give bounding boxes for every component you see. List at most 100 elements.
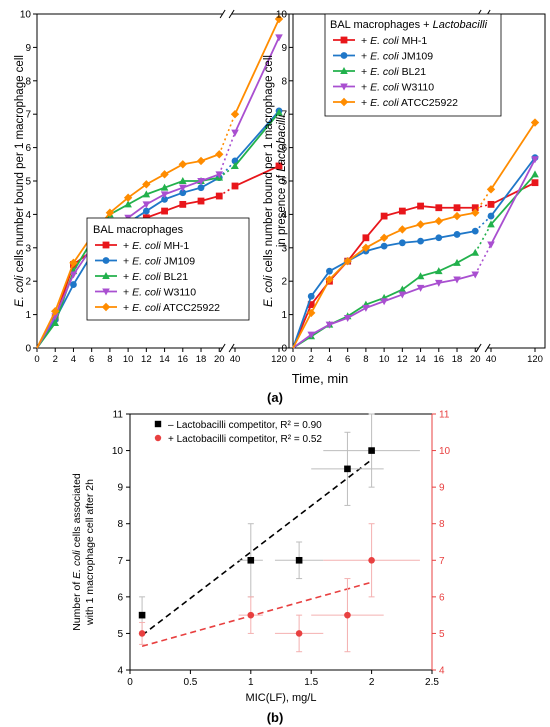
data-point — [434, 267, 443, 275]
data-point — [531, 170, 539, 178]
x-tick-label: 1 — [248, 677, 254, 688]
data-point — [138, 630, 146, 637]
x-tick-label: 40 — [486, 354, 497, 365]
data-point — [379, 233, 389, 242]
data-point — [247, 556, 255, 564]
panel-a-caption: (a) — [267, 390, 283, 405]
data-point — [487, 241, 495, 249]
data-point — [471, 208, 480, 217]
data-point — [434, 216, 443, 226]
data-point — [398, 207, 406, 215]
y-tick-label: 7 — [281, 110, 287, 121]
y-tick-label: 11 — [113, 410, 124, 421]
data-point — [178, 160, 187, 169]
y-tick-label: 3 — [281, 243, 287, 254]
y-tick-label: 4 — [117, 666, 123, 677]
y-axis-label-line-2: with 1 macrophage cell after 2h — [84, 479, 96, 626]
data-point — [160, 191, 169, 199]
x-tick-label: 14 — [415, 354, 426, 365]
data-point — [178, 177, 187, 184]
x-tick-label: 10 — [379, 354, 390, 365]
data-point — [452, 211, 462, 221]
data-point — [231, 182, 239, 190]
data-point — [179, 200, 187, 208]
legend-label: + E. coli W3110 — [123, 287, 196, 299]
data-point — [51, 307, 60, 316]
legend-label: + E. coli W3110 — [361, 82, 434, 94]
data-point — [247, 611, 255, 619]
y-tick-label: 1 — [281, 310, 287, 321]
legend-label: + Lactobacilli competitor, R² = 0.52 — [168, 434, 322, 445]
y-tick-label: 7 — [117, 556, 123, 567]
data-point — [138, 611, 146, 619]
y-tick-label: 6 — [117, 592, 123, 603]
x-tick-label: 2 — [309, 354, 314, 365]
x-tick-label: 20 — [470, 354, 481, 365]
axis-break-mark — [228, 9, 235, 19]
data-point — [487, 212, 495, 220]
data-point — [142, 180, 151, 189]
data-point — [471, 248, 480, 256]
x-tick-label: 6 — [89, 354, 94, 365]
data-point — [398, 285, 407, 293]
data-point — [230, 110, 240, 119]
x-tick-label: 14 — [159, 354, 170, 365]
data-point — [471, 271, 480, 279]
x-tick-label: 4 — [71, 354, 76, 365]
data-point — [197, 184, 205, 192]
series-line — [234, 165, 280, 187]
data-point — [530, 118, 540, 127]
data-point — [196, 156, 206, 166]
right-y-tick-label: 8 — [439, 519, 445, 530]
data-point — [435, 234, 443, 242]
panel-b-chart: 4 5 6 7 8 9 10 11 4 5 6 7 8 9 10 11 0 0.5 1 1.5 2 2.5 MIC(LF),… — [71, 410, 451, 705]
data-point — [142, 207, 150, 215]
y-tick-label: 0 — [25, 344, 31, 355]
data-point — [307, 331, 316, 339]
x-tick-label: 120 — [527, 354, 543, 365]
y-tick-label: 9 — [281, 43, 287, 54]
data-point — [105, 208, 115, 217]
trend-line — [141, 459, 373, 636]
y-tick-label: 10 — [276, 10, 288, 21]
data-point — [380, 242, 388, 250]
x-tick-label: 2.5 — [425, 677, 439, 688]
right-y-tick-label: 5 — [439, 629, 445, 640]
y-tick-label: 6 — [281, 143, 287, 154]
legend-marker — [340, 83, 348, 91]
x-tick-label: 4 — [327, 354, 332, 365]
x-tick-label: 8 — [363, 354, 368, 365]
axis-break-mark — [219, 343, 226, 353]
x-tick-label: 0 — [34, 354, 39, 365]
data-point — [197, 178, 205, 185]
series-line — [490, 158, 536, 245]
data-point — [69, 258, 78, 268]
legend-box — [86, 217, 250, 321]
data-point — [362, 234, 370, 242]
right-y-tick-label: 10 — [439, 446, 451, 457]
legend-marker — [102, 288, 110, 296]
data-point — [70, 281, 77, 288]
data-point — [471, 227, 479, 235]
data-point — [434, 279, 443, 287]
series-connector — [218, 160, 236, 179]
y-tick-label: 2 — [281, 277, 287, 288]
data-point — [274, 14, 284, 24]
data-point — [380, 212, 388, 220]
data-point — [325, 321, 334, 329]
y-tick-label: 9 — [117, 483, 123, 494]
data-point — [368, 556, 375, 564]
x-tick-label: 10 — [123, 354, 134, 365]
data-point — [275, 162, 283, 170]
legend-marker — [340, 36, 348, 44]
series-connector — [474, 215, 492, 232]
right-y-tick-label: 7 — [439, 556, 445, 567]
data-point — [380, 298, 388, 306]
x-tick-label: 1.5 — [304, 677, 318, 688]
data-point — [453, 231, 461, 238]
data-point — [215, 150, 224, 159]
series-line — [234, 37, 280, 133]
